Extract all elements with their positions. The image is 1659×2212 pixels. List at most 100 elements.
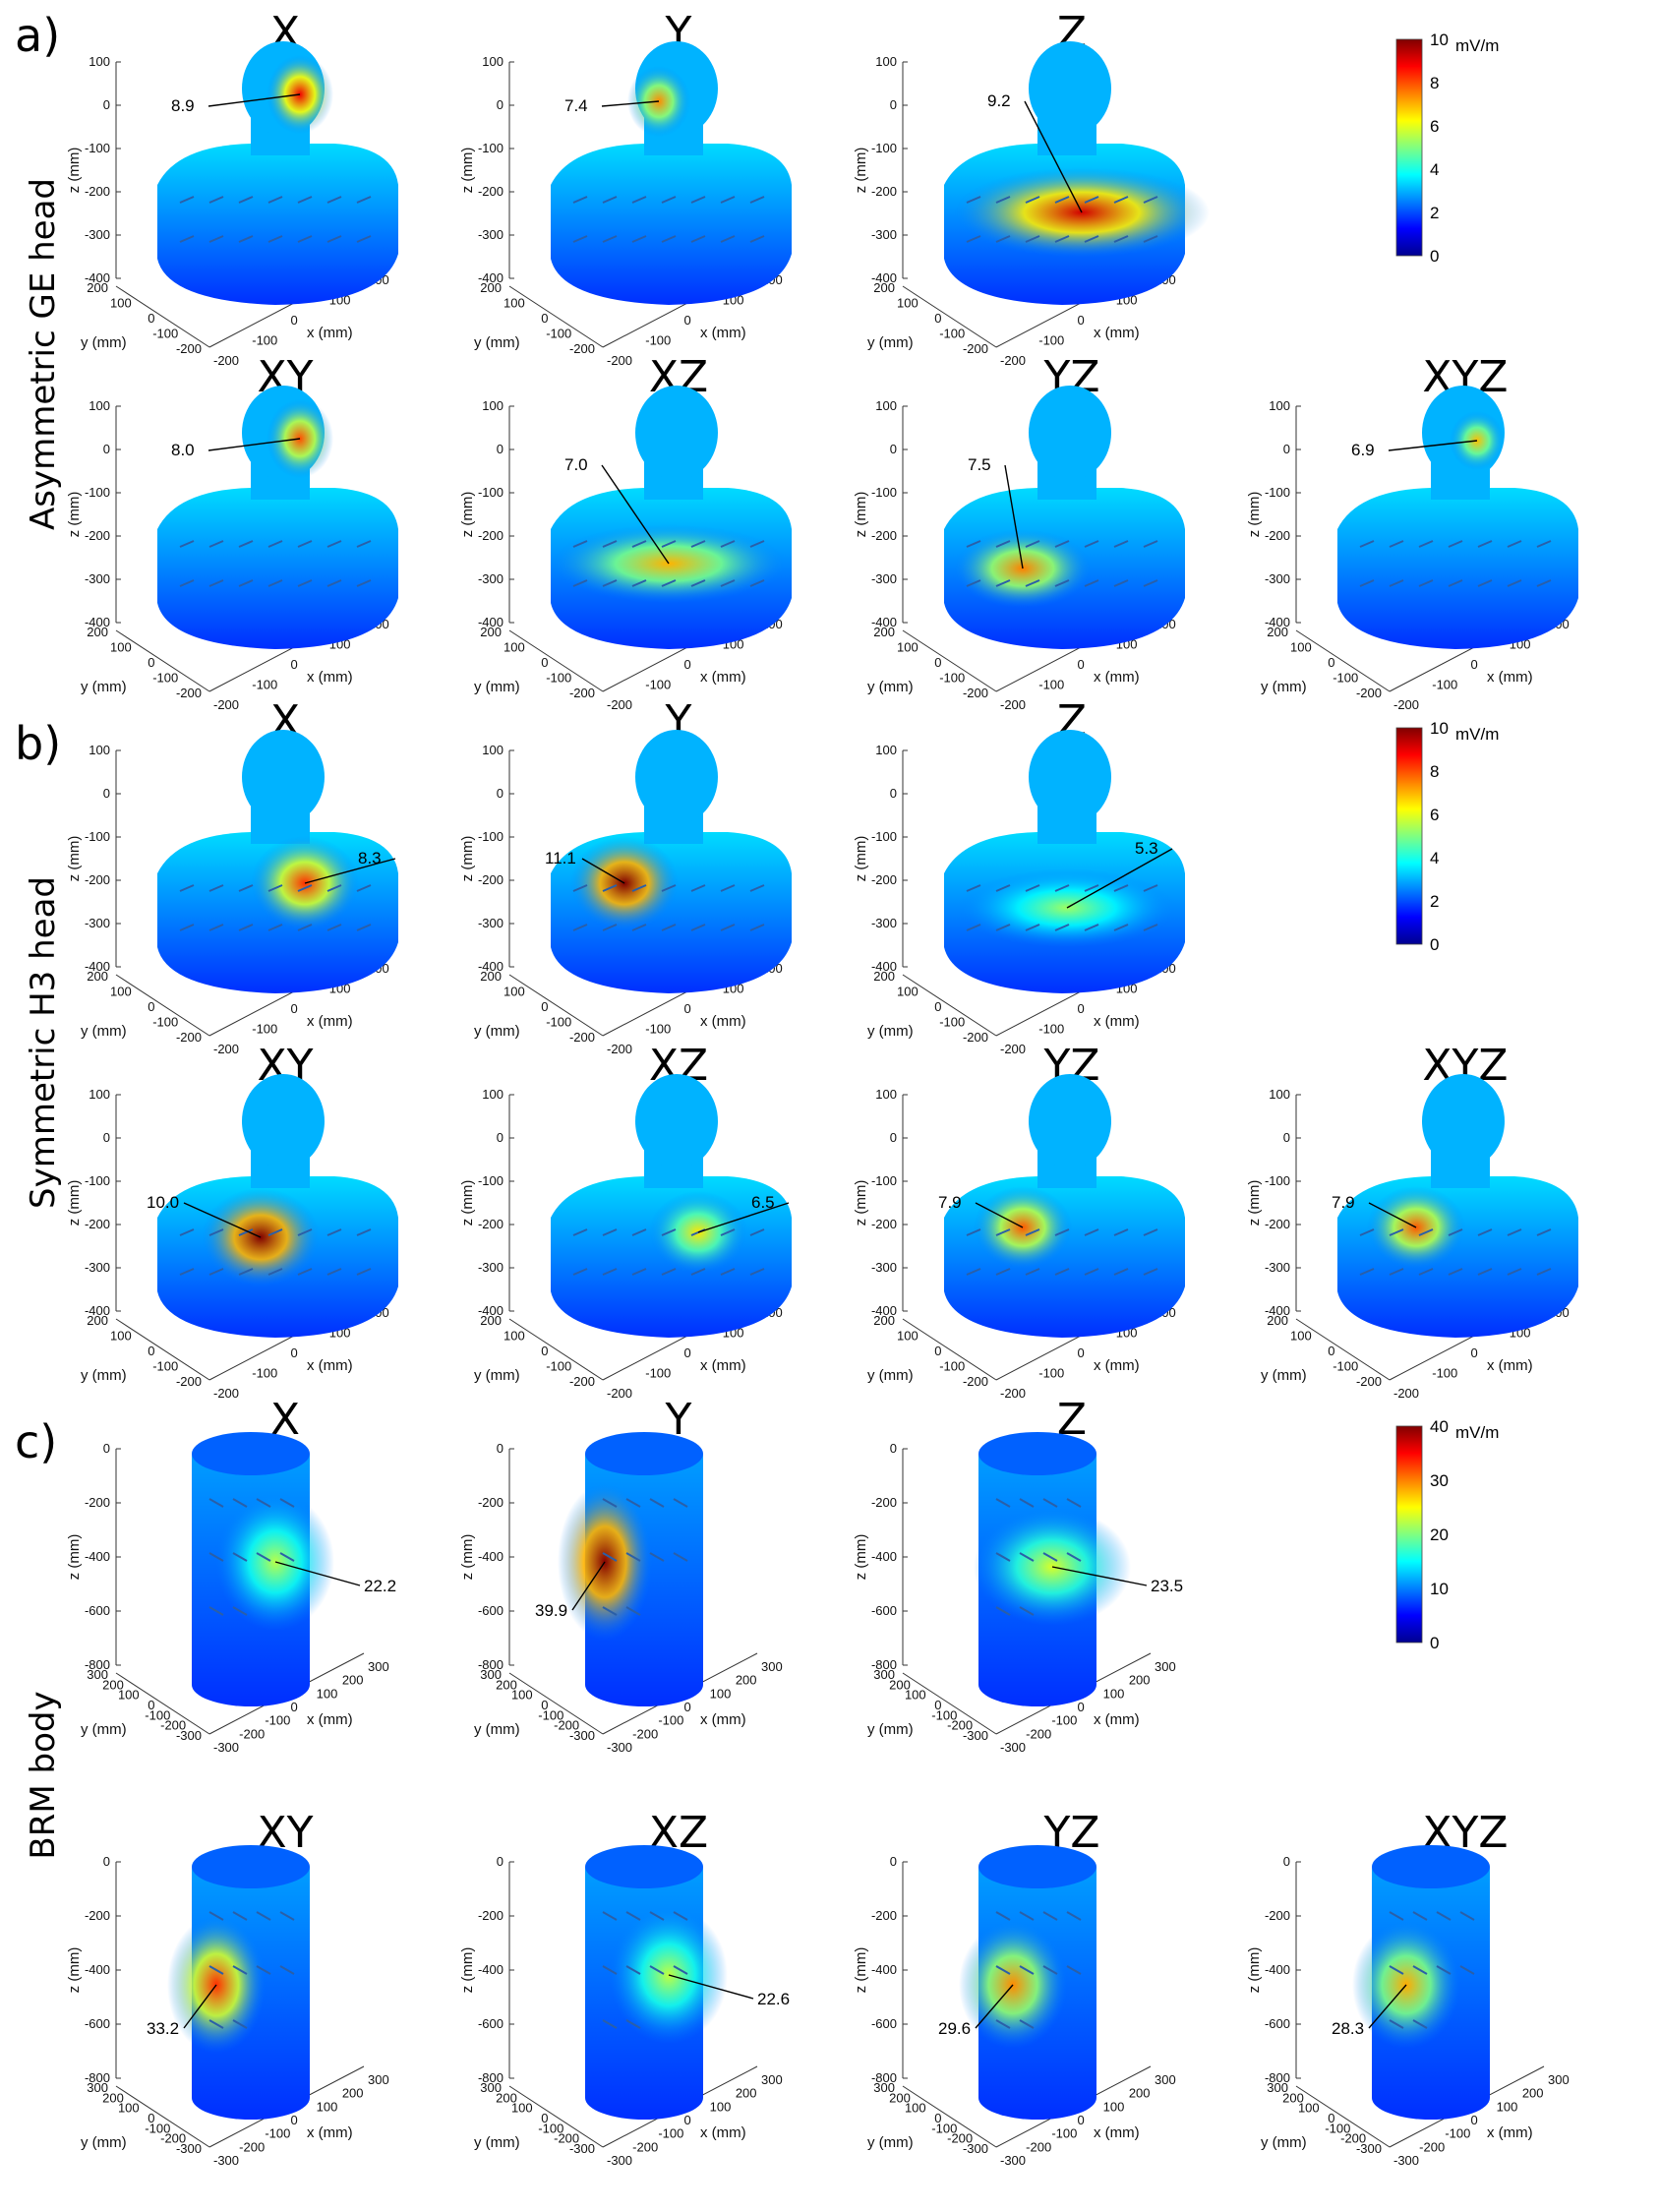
z-tick-label: -300 [85, 1260, 110, 1275]
torso-surface [1337, 488, 1578, 649]
field-vector [995, 1228, 1011, 1236]
z-tick-label: -200 [85, 184, 110, 199]
section-label: Symmetric H3 head [24, 876, 63, 1209]
y-axis-line [902, 629, 997, 692]
head-surface [635, 1074, 718, 1168]
peak-value-label: 8.3 [358, 849, 382, 867]
x-tick-label: 0 [684, 313, 691, 328]
field-vector [267, 235, 283, 243]
head-surface [1029, 41, 1111, 136]
field-vector [625, 1552, 641, 1562]
field-vector [297, 924, 313, 931]
field-vector [1412, 1965, 1428, 1975]
z-tick-label: -400 [85, 1962, 110, 1977]
peak-leader-line [1051, 1566, 1148, 1586]
field-vector [208, 1228, 224, 1236]
y-tick-label: -100 [939, 671, 965, 686]
z-tick-label: 0 [497, 442, 504, 456]
x-tick-label: 0 [684, 2113, 691, 2127]
field-vector [1066, 1498, 1082, 1508]
x-tick-label: -200 [632, 1726, 658, 1741]
field-vector [1042, 1911, 1058, 1921]
z-tick-label: -100 [478, 1173, 504, 1188]
peak-leader-line [668, 1974, 754, 2000]
x-tick-label: 0 [684, 657, 691, 672]
field-vector [602, 540, 618, 548]
field-vector [279, 1911, 295, 1921]
field-vector [238, 196, 254, 204]
y-tick-label: 0 [541, 1698, 548, 1712]
field-vector [1113, 1228, 1129, 1236]
y-tick-label: 200 [480, 280, 502, 295]
x-tick-label: 200 [736, 2086, 757, 2101]
head-surface [242, 1074, 325, 1168]
field-vector [1389, 1911, 1404, 1921]
torso-surface [944, 1176, 1185, 1338]
y-axis-label: y (mm) [1261, 2134, 1307, 2151]
field-vector [1389, 1228, 1404, 1236]
y-tick-label: -300 [569, 1728, 595, 1743]
x-tick-label: 0 [1078, 2113, 1085, 2127]
head-surface [1029, 386, 1111, 480]
y-axis-label: y (mm) [81, 2134, 127, 2151]
field-vector [631, 924, 647, 931]
cylinder-top [978, 1845, 1096, 1888]
x-tick-label: -100 [1051, 2126, 1077, 2141]
field-vector [1084, 196, 1099, 204]
field-vector [1019, 1606, 1035, 1616]
field-vector [966, 540, 981, 548]
z-tick-label: -800 [871, 1657, 897, 1672]
y-tick-label: -200 [569, 1030, 595, 1045]
x-axis-label: x (mm) [1094, 1711, 1140, 1728]
field-vector [208, 235, 224, 243]
z-tick-label: 100 [89, 743, 110, 757]
field-vector [1477, 540, 1493, 548]
field-vector [1448, 1268, 1463, 1276]
field-vector [572, 540, 588, 548]
field-vector [1359, 540, 1375, 548]
x-tick-label: -200 [213, 353, 239, 368]
x-tick-label: -100 [1445, 2126, 1470, 2141]
field-vector [690, 884, 706, 892]
y-tick-label: -200 [160, 1718, 186, 1733]
field-vector [356, 235, 372, 243]
z-tick-label: -600 [871, 1603, 897, 1618]
field-vector [1536, 540, 1552, 548]
z-tick-label: -100 [871, 141, 897, 155]
x-tick-label: 100 [1103, 1686, 1125, 1701]
field-vector [267, 924, 283, 931]
y-axis-line [508, 1318, 604, 1381]
field-vector [232, 1911, 248, 1921]
field-vector [631, 540, 647, 548]
peak-leader-line [697, 1202, 790, 1233]
field-vector [356, 1228, 372, 1236]
z-tick-label: -200 [478, 1495, 504, 1510]
y-tick-label: 0 [934, 655, 941, 670]
y-axis-line [508, 1672, 604, 1735]
y-tick-label: 300 [480, 2080, 502, 2095]
field-vector [1019, 1498, 1035, 1508]
field-vector [1025, 579, 1040, 587]
colorbar-tick-label: 40 [1430, 1417, 1449, 1436]
field-vector [1359, 579, 1375, 587]
x-axis-label: x (mm) [700, 1711, 746, 1728]
z-tick-label: -200 [871, 1495, 897, 1510]
z-tick-label: -200 [478, 1908, 504, 1923]
x-tick-label: -100 [645, 1366, 671, 1381]
y-tick-label: 0 [1328, 655, 1334, 670]
field-vector [602, 235, 618, 243]
x-axis-label: x (mm) [700, 669, 746, 686]
field-vector [1025, 1228, 1040, 1236]
z-tick-label: 0 [497, 1854, 504, 1869]
z-tick-label: -400 [871, 270, 897, 285]
field-vector [1019, 2019, 1035, 2029]
field-vector [1042, 1552, 1058, 1562]
y-tick-label: -100 [145, 2121, 170, 2135]
y-tick-label: 100 [504, 1329, 525, 1344]
z-tick-label: -400 [478, 1549, 504, 1564]
